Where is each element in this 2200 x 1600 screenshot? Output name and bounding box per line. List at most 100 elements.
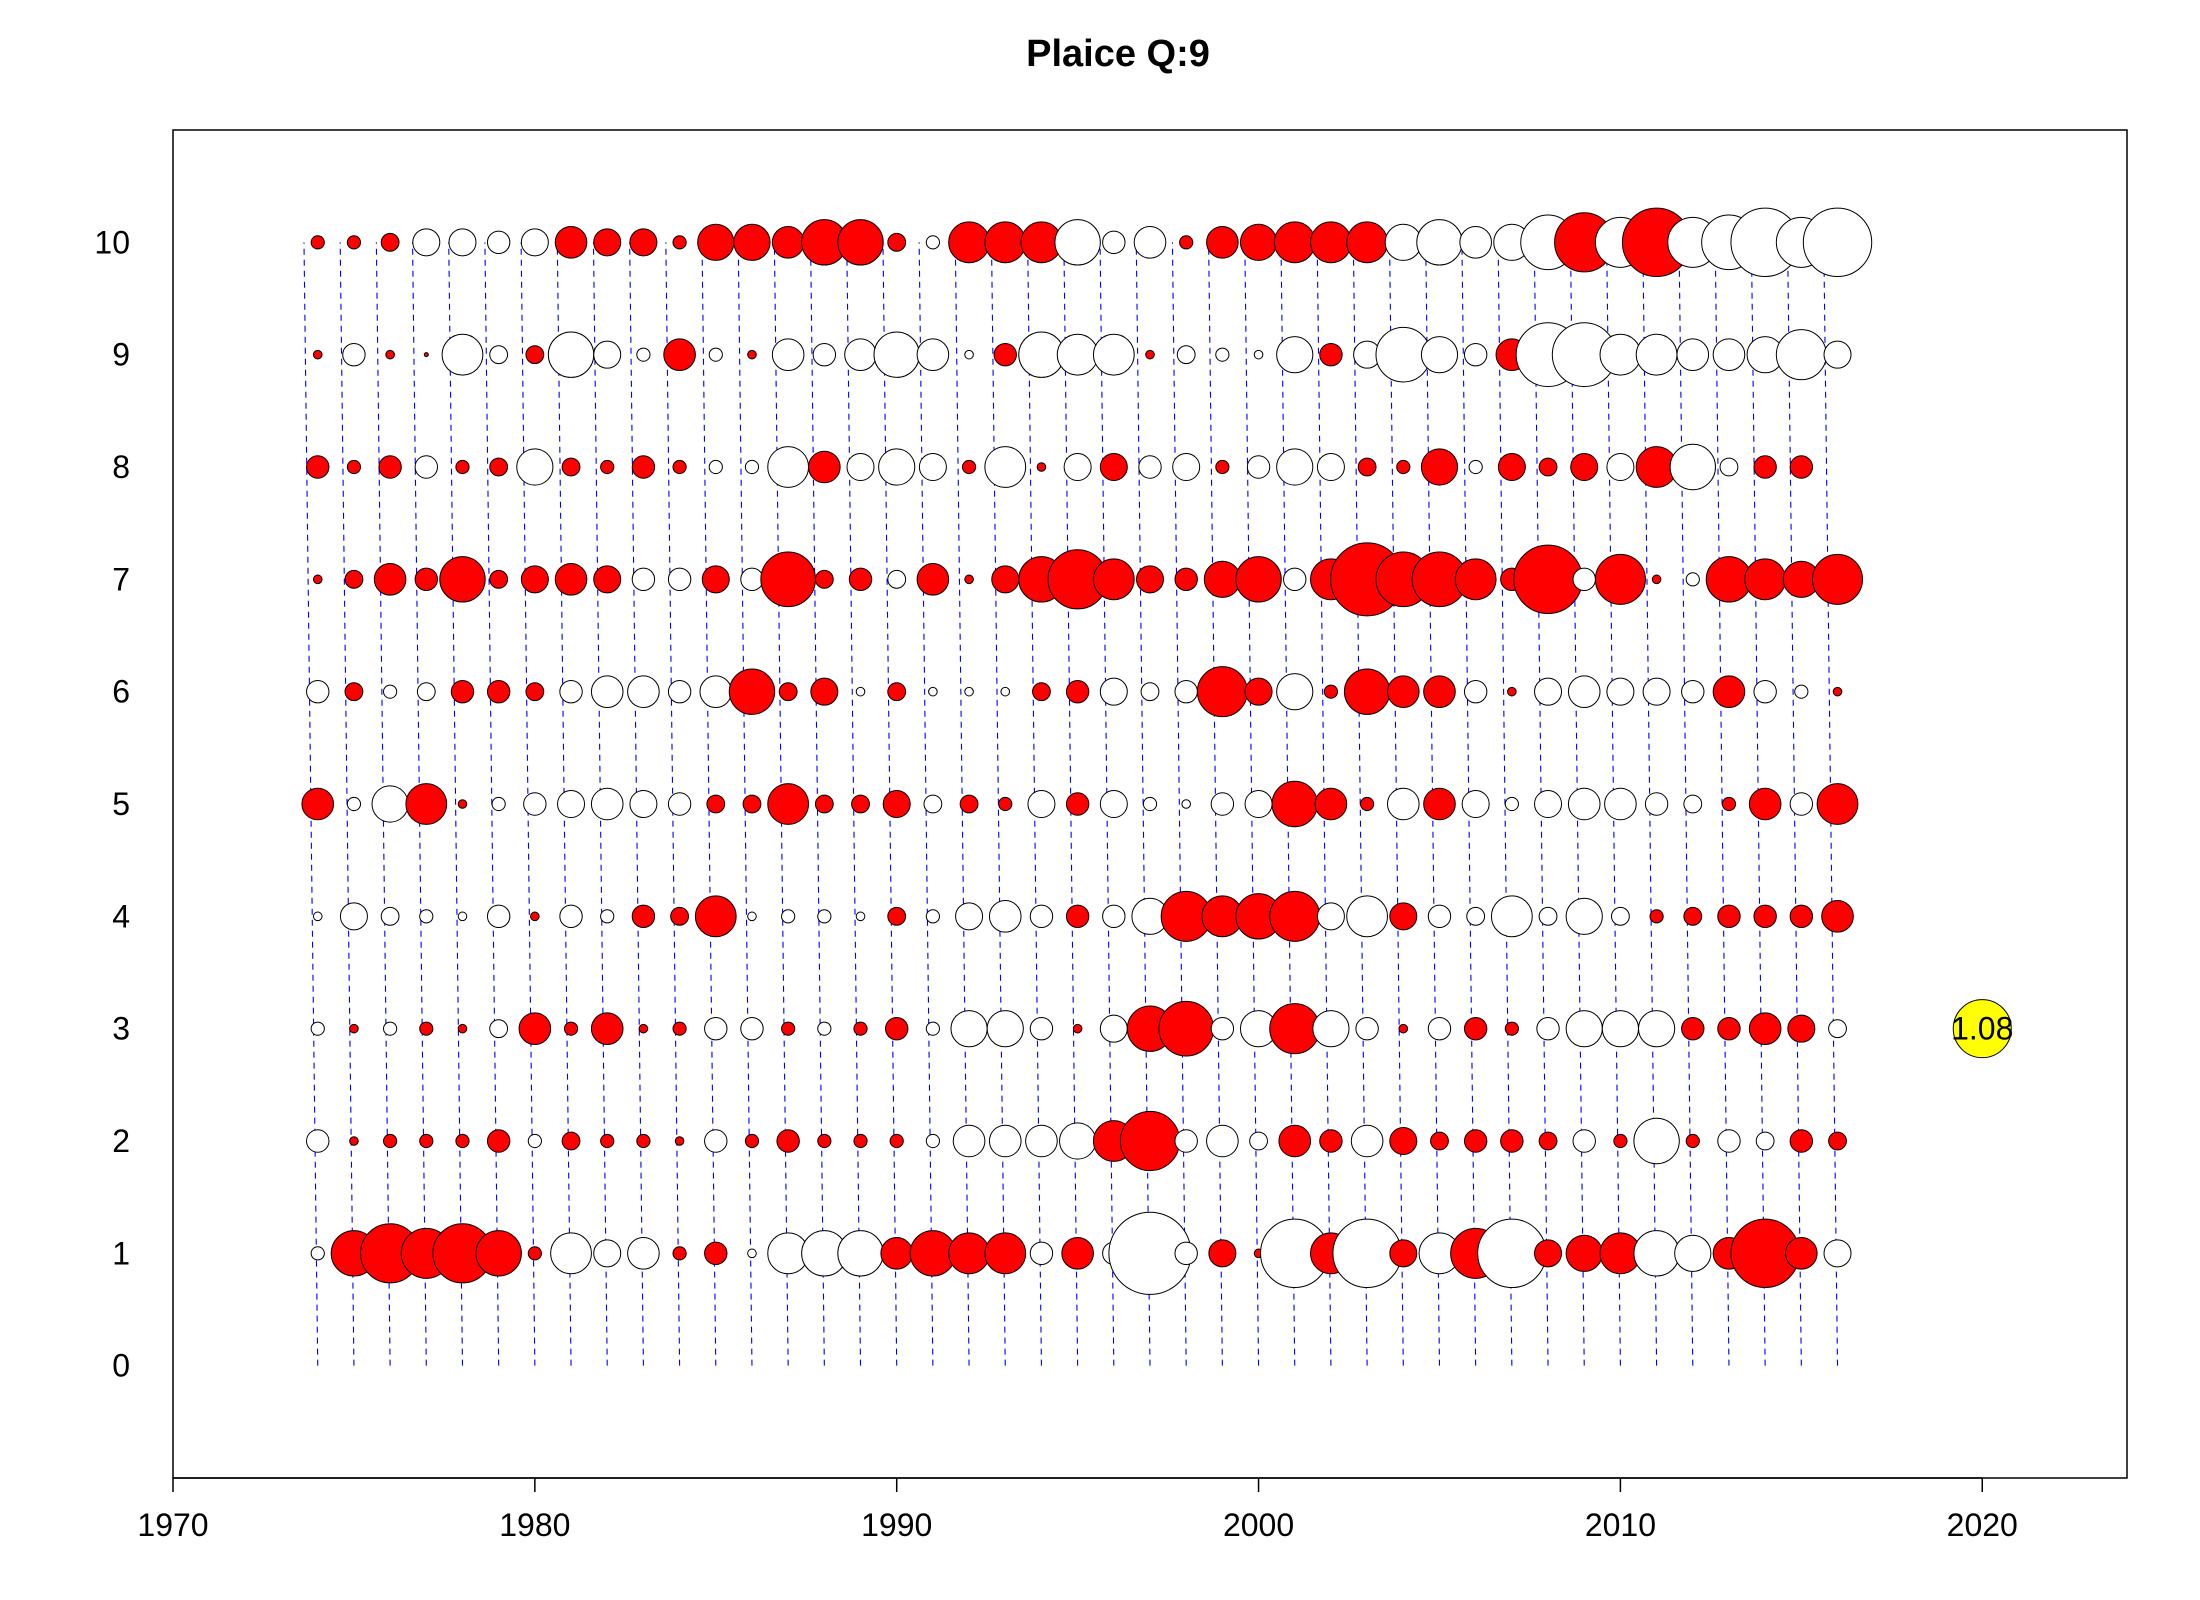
residual-bubble [1092,558,1135,601]
residual-bubble [998,796,1013,812]
residual-bubble [889,1133,904,1149]
residual-bubble [672,459,687,475]
residual-bubble [457,799,468,809]
residual-bubble [837,1230,884,1277]
residual-bubble [837,219,884,266]
residual-bubble [986,1010,1024,1048]
residual-bubble [1239,223,1278,261]
residual-bubble [1027,790,1056,818]
residual-bubble [1538,906,1558,926]
residual-bubble [878,448,916,486]
residual-bubble [991,565,1020,594]
residual-bubble [767,446,810,488]
residual-bubble [1389,1127,1418,1155]
residual-bubble [1056,333,1099,376]
residual-bubble [1572,1129,1596,1153]
residual-bubble [1649,909,1664,924]
residual-bubble [781,1021,796,1036]
residual-bubble [1276,336,1314,374]
residual-bubble [455,1133,470,1149]
residual-bubble [1416,219,1463,266]
residual-bubble [1823,340,1852,369]
residual-bubble [1059,1122,1097,1160]
residual-bubble [1099,1014,1128,1043]
residual-bubble [848,567,873,592]
x-tick-label: 2020 [1947,1507,2018,1543]
residual-bubble [984,221,1027,264]
residual-bubble [600,1133,615,1149]
plot-frame [172,129,2128,1479]
residual-bubble [306,1129,330,1153]
residual-bubble [1346,895,1389,938]
residual-bubble [1145,349,1155,360]
residual-bubble [1283,567,1307,592]
residual-bubble [663,338,696,371]
residual-bubble [1635,333,1678,376]
residual-bubble [525,682,545,702]
residual-bubble [1613,1133,1628,1149]
residual-bubble [1683,794,1703,814]
residual-bubble [742,794,762,814]
x-tick-label: 1990 [861,1507,932,1543]
y-tick-label: 5 [112,786,130,822]
residual-bubble [1215,459,1230,475]
residual-bubble [855,686,866,697]
residual-bubble [1644,792,1669,816]
residual-bubble [1674,1234,1712,1272]
residual-bubble [1454,558,1497,601]
residual-bubble [457,911,468,922]
residual-bubble [1174,567,1198,592]
residual-bubble [988,1124,1022,1158]
residual-bubble [925,1021,940,1036]
y-tick-label: 4 [112,898,130,934]
residual-bubble [349,1023,359,1034]
residual-bubble [1065,792,1090,816]
residual-bubble [1823,1239,1852,1268]
residual-bubble [455,459,470,475]
residual-bubble [1158,1000,1214,1057]
residual-bubble [1468,459,1483,475]
residual-bubble [383,1021,398,1036]
residual-bubble [760,551,816,608]
residual-bubble [1504,1021,1519,1036]
residual-bubble [1133,226,1167,259]
residual-bubble [925,1133,940,1149]
residual-bubble [1063,453,1092,481]
x-tick-label: 2000 [1223,1507,1294,1543]
residual-bubble [344,682,364,702]
residual-bubble [1174,1241,1198,1266]
residual-bubble [1310,221,1352,264]
residual-bubble [631,455,656,479]
residual-bubble [925,909,940,924]
residual-bubble [1346,221,1389,264]
residual-bubble [672,1246,687,1261]
residual-bubble [520,565,549,594]
residual-bubble [708,459,723,475]
residual-bubble [1276,448,1314,486]
residual-bubble [373,563,407,596]
residual-bubble [699,675,733,708]
residual-bubble [1271,780,1318,828]
y-tick-label: 8 [112,449,130,485]
residual-bubble [744,1133,760,1149]
residual-bubble [1685,572,1700,587]
residual-bubble [1316,453,1345,481]
x-tick-label: 1980 [499,1507,570,1543]
residual-bubble [1065,904,1090,929]
residual-bubble [667,792,692,816]
residual-bubble [814,569,834,589]
residual-bubble [1249,1131,1268,1151]
residual-bubble [1828,1131,1847,1151]
residual-bubble [1061,1237,1094,1270]
residual-bubble [1669,443,1716,491]
y-tick-label: 9 [112,337,130,373]
residual-bubble [1719,457,1739,477]
residual-bubble [554,226,588,259]
residual-bubble [918,453,947,481]
residual-bubble [457,1023,468,1034]
residual-bubble [674,1136,685,1146]
residual-bubble [306,455,330,479]
residual-bubble [312,349,323,360]
residual-bubble [1821,900,1854,933]
residual-bubble [1681,679,1705,704]
